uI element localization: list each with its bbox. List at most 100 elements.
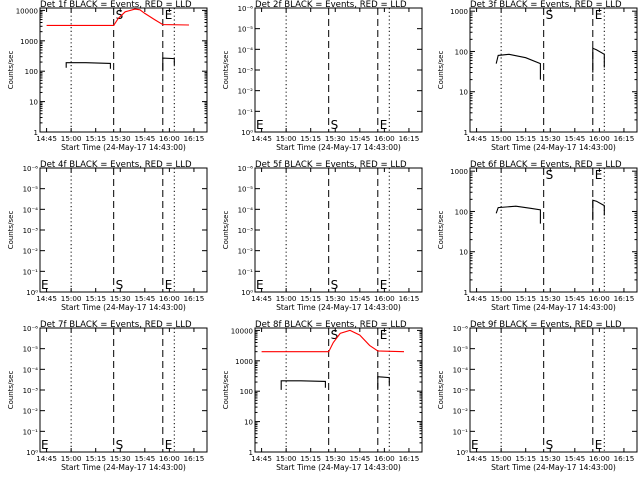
- y-tick-label: 100: [25, 68, 38, 76]
- x-tick-label: 15:45: [134, 134, 155, 143]
- x-tick-label: 14:45: [466, 454, 487, 463]
- x-tick-label: 15:15: [515, 134, 536, 143]
- panel-title: Det 7f BLACK = Events, RED = LLD: [40, 320, 192, 330]
- y-axis-label: Counts/sec: [7, 211, 15, 250]
- y-tick-label: 10⁻⁴: [23, 206, 39, 214]
- marker-label-e: E: [165, 8, 173, 22]
- x-tick-label: 16:00: [159, 294, 180, 303]
- y-axis-label: Counts/sec: [222, 51, 230, 90]
- panel-det-6: Det 6f BLACK = Events, RED = LLD 14:45 15:…: [437, 160, 638, 312]
- events-series-line: [592, 47, 605, 73]
- y-tick-label: 1: [249, 449, 253, 457]
- panel-det-5: Det 5f BLACK = Events, RED = LLD 14:45 15:…: [222, 160, 423, 312]
- panel-det-1: Det 1f BLACK = Events, RED = LLD 14:45 15:…: [7, 0, 208, 152]
- panel-title: Det 4f BLACK = Events, RED = LLD: [40, 160, 192, 170]
- marker-label-s: S: [546, 168, 554, 182]
- x-tick-label: 16:15: [184, 454, 205, 463]
- x-tick-label: 14:45: [251, 294, 272, 303]
- x-tick-label: 15:15: [85, 134, 106, 143]
- marker-label-s: S: [116, 8, 124, 22]
- lld-series-line: [261, 329, 405, 353]
- marker-label-edge: E: [471, 438, 479, 452]
- y-tick-label: 10⁻⁵: [238, 186, 254, 194]
- y-tick-label: 100: [240, 388, 253, 396]
- plot-frame: [39, 327, 208, 453]
- x-tick-label: 16:00: [159, 454, 180, 463]
- y-tick-label: 10⁻¹: [23, 428, 39, 436]
- x-tick-label: 15:00: [61, 454, 82, 463]
- x-axis-label: Start Time (24-May-17 14:43:00): [491, 143, 616, 152]
- y-tick-label: 10⁻²: [238, 248, 254, 256]
- y-axis-label: Counts/sec: [222, 371, 230, 410]
- x-tick-label: 15:15: [515, 294, 536, 303]
- y-tick-label: 1000: [20, 38, 38, 46]
- x-tick-label: 15:30: [540, 134, 561, 143]
- y-tick-label: 10⁰: [241, 289, 253, 297]
- panel-det-2: Det 2f BLACK = Events, RED = LLD 14:45 15:…: [222, 0, 423, 152]
- marker-label-s: S: [546, 438, 554, 452]
- y-tick-label: 10⁰: [26, 449, 38, 457]
- panel-title: Det 3f BLACK = Events, RED = LLD: [470, 0, 622, 10]
- x-tick-label: 16:00: [374, 134, 395, 143]
- marker-label-s: S: [116, 438, 124, 452]
- panel-det-8: Det 8f BLACK = Events, RED = LLD 14:45 15:…: [222, 320, 423, 472]
- y-tick-label: 10⁻⁶: [238, 5, 254, 13]
- marker-label-s: S: [546, 8, 554, 22]
- y-tick-label: 10⁻³: [453, 387, 469, 395]
- x-tick-label: 16:15: [184, 294, 205, 303]
- marker-label-e: E: [595, 168, 603, 182]
- x-tick-label: 15:00: [61, 294, 82, 303]
- y-tick-label: 10⁻⁵: [23, 346, 39, 354]
- y-tick-label: 10⁻⁶: [453, 325, 469, 333]
- x-tick-label: 14:45: [466, 294, 487, 303]
- y-axis-label: Counts/sec: [437, 51, 445, 90]
- x-tick-label: 15:00: [276, 454, 297, 463]
- panel-det-3: Det 3f BLACK = Events, RED = LLD 14:45 15:…: [437, 0, 638, 152]
- x-tick-label: 15:30: [325, 134, 346, 143]
- marker-label-edge: E: [256, 278, 264, 292]
- y-tick-label: 1: [464, 289, 468, 297]
- events-series-line: [65, 62, 111, 69]
- x-tick-label: 15:45: [564, 134, 585, 143]
- marker-label-edge: E: [41, 438, 49, 452]
- marker-label-s: S: [331, 328, 339, 342]
- x-tick-label: 15:30: [540, 454, 561, 463]
- x-tick-label: 15:00: [491, 294, 512, 303]
- plot-frame: [469, 7, 638, 133]
- x-tick-label: 15:30: [110, 134, 131, 143]
- y-axis-label: Counts/sec: [7, 371, 15, 410]
- y-tick-label: 10⁻²: [453, 408, 469, 416]
- x-tick-label: 15:00: [491, 134, 512, 143]
- x-axis-label: Start Time (24-May-17 14:43:00): [276, 463, 401, 472]
- x-tick-label: 15:30: [110, 294, 131, 303]
- y-tick-label: 1000: [450, 168, 468, 176]
- marker-label-s: S: [116, 278, 124, 292]
- x-tick-label: 15:15: [300, 454, 321, 463]
- y-tick-label: 10⁻⁶: [23, 165, 39, 173]
- events-series-line: [495, 205, 541, 224]
- x-tick-label: 15:45: [349, 134, 370, 143]
- y-axis-label: Counts/sec: [437, 371, 445, 410]
- x-axis-label: Start Time (24-May-17 14:43:00): [61, 143, 186, 152]
- y-tick-label: 10000: [16, 7, 38, 15]
- x-tick-label: 15:45: [349, 294, 370, 303]
- y-tick-label: 10⁻³: [238, 227, 254, 235]
- y-tick-label: 10⁻⁶: [238, 165, 254, 173]
- x-tick-label: 15:45: [564, 454, 585, 463]
- x-tick-label: 15:30: [110, 454, 131, 463]
- panel-det-7: Det 7f BLACK = Events, RED = LLD 14:45 15:…: [7, 320, 208, 472]
- y-tick-label: 10⁻³: [23, 227, 39, 235]
- y-tick-label: 10: [244, 419, 253, 427]
- x-tick-label: 15:45: [564, 294, 585, 303]
- marker-label-e: E: [595, 8, 603, 22]
- y-tick-label: 10⁰: [26, 289, 38, 297]
- x-tick-label: 15:00: [276, 294, 297, 303]
- y-tick-label: 10⁻⁶: [23, 325, 39, 333]
- panel-title: Det 6f BLACK = Events, RED = LLD: [470, 160, 622, 170]
- x-tick-label: 16:00: [589, 294, 610, 303]
- x-tick-label: 15:45: [134, 294, 155, 303]
- y-tick-label: 10⁻⁵: [453, 346, 469, 354]
- marker-label-s: S: [331, 118, 339, 132]
- x-tick-label: 14:45: [36, 134, 57, 143]
